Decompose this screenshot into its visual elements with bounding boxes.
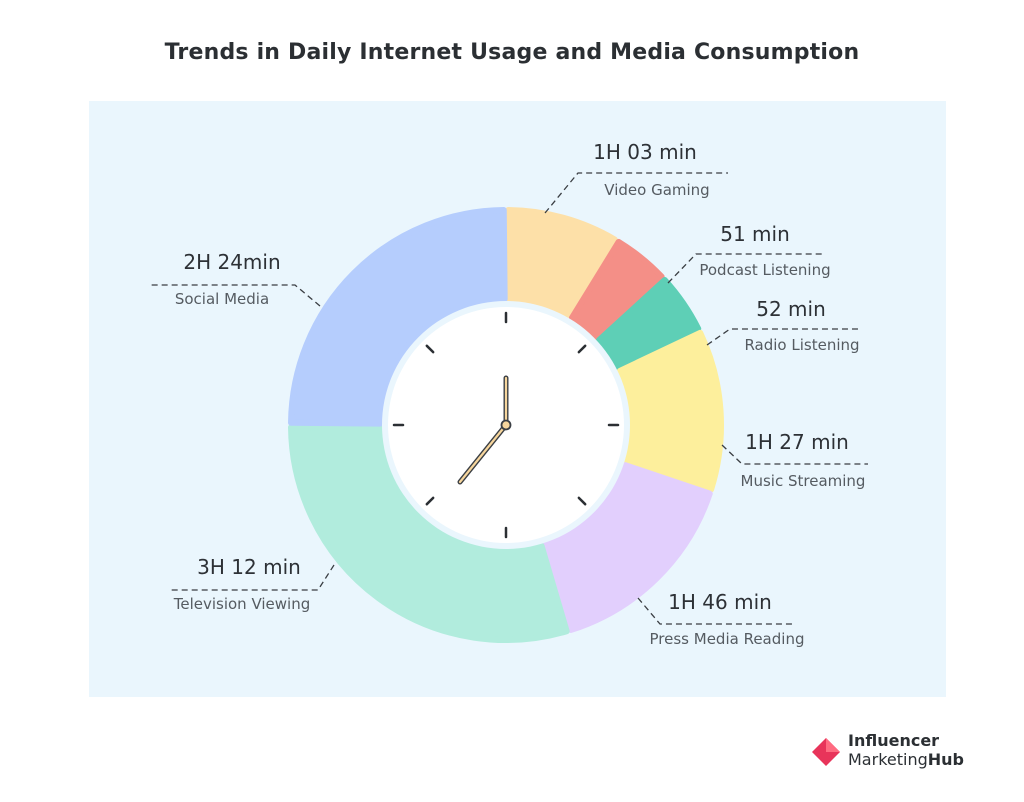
clock-hour-hand [458,423,508,484]
brand-name-part: Marketing [848,750,928,769]
brand-name-line2: MarketingHub [848,750,964,770]
leader-line-social-media [150,284,321,307]
category-label-music-streaming: Music Streaming [741,472,866,490]
value-label-radio-listening: 52 min [756,297,826,321]
category-label-podcast-listening: Podcast Listening [699,261,830,279]
category-label-video-gaming: Video Gaming [604,181,709,199]
brand-logo: Influencer MarketingHub [810,732,990,774]
clock-tick [577,344,587,354]
value-label-podcast-listening: 51 min [720,222,790,246]
brand-mark-icon [812,738,840,766]
clock-tick [425,496,435,506]
clock-tick [577,496,587,506]
segment-television-viewing [288,423,570,643]
leader-line-press-media-reading [637,597,795,625]
leader-line-video-gaming [544,172,728,214]
segment-social-media [288,207,508,427]
brand-name-line1: Influencer [848,731,940,750]
value-label-press-media-reading: 1H 46 min [668,590,772,614]
segment-podcast-listening [569,238,665,342]
category-label-radio-listening: Radio Listening [744,336,859,354]
value-label-television-viewing: 3H 12 min [197,555,301,579]
brand-name-part-bold: Hub [927,750,964,769]
segment-video-gaming [504,207,618,320]
chart-title: Trends in Daily Internet Usage and Media… [164,40,860,65]
leader-line-podcast-listening [667,253,822,284]
category-label-press-media-reading: Press Media Reading [650,630,805,648]
segment-radio-listening [596,277,702,372]
leader-line-radio-listening [706,328,858,346]
segment-music-streaming [616,329,724,493]
segment-press-media-reading [541,462,713,633]
value-label-video-gaming: 1H 03 min [593,140,697,164]
value-label-social-media: 2H 24min [183,250,280,274]
clock-tick [425,344,435,354]
category-label-television-viewing: Television Viewing [173,595,311,613]
leader-line-music-streaming [721,444,868,465]
clock-pivot [500,419,512,431]
category-label-social-media: Social Media [175,290,269,308]
value-label-music-streaming: 1H 27 min [745,430,849,454]
